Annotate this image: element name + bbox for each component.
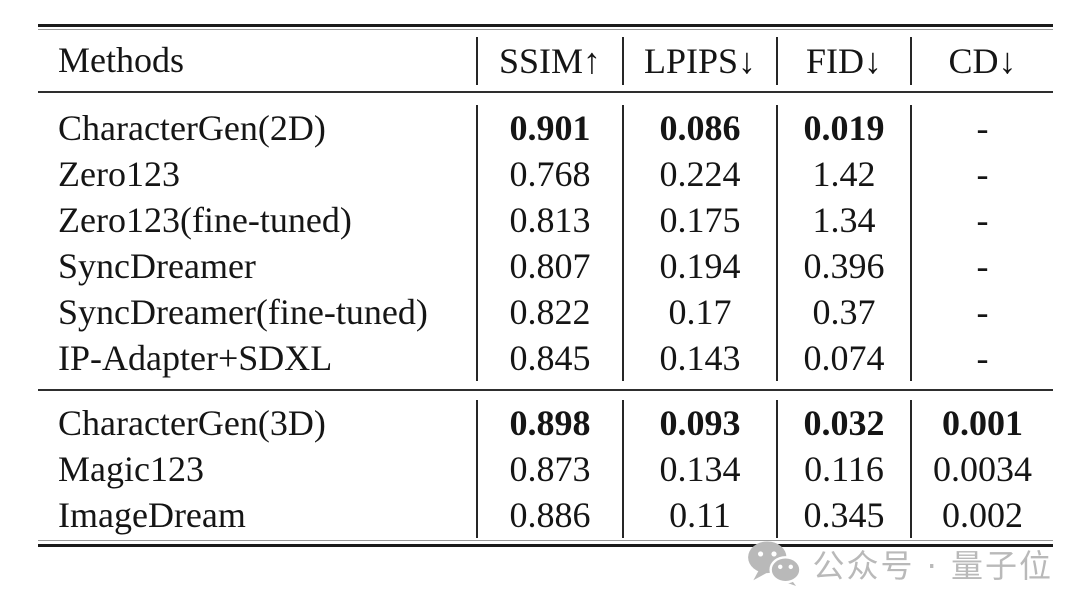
table-row: IP-Adapter+SDXL 0.845 0.143 0.074- [38, 335, 1053, 381]
table-row: CharacterGen(2D) 0.901 0.086 0.019- [38, 105, 1053, 151]
table-section-3d-methods: CharacterGen(3D) 0.898 0.093 0.032 0.001 Magi… [38, 391, 1053, 540]
table-header-row: Methods SSIM↑ LPIPS↓ FID↓ CD↓ [38, 30, 1053, 91]
watermark: 公众号 · 量子位 [747, 540, 1053, 587]
method-cell: CharacterGen(2D) [58, 108, 326, 148]
value-cell: 0.086 [622, 105, 776, 151]
value-cell: 0.134 [622, 446, 776, 492]
method-cell: CharacterGen(3D) [58, 403, 326, 443]
table-row: CharacterGen(3D) 0.898 0.093 0.032 0.001 [38, 400, 1053, 446]
wechat-icon [748, 541, 802, 587]
value-cell: 0.116 [776, 446, 910, 492]
value-cell: 0.032 [776, 400, 910, 446]
value-cell: 0.845 [476, 335, 622, 381]
value-cell: 0.822 [476, 289, 622, 335]
value-cell: - [910, 197, 1053, 243]
value-cell: 0.194 [622, 243, 776, 289]
table-row: ImageDream 0.886 0.11 0.345 0.002 [38, 492, 1053, 538]
value-cell: 1.42 [776, 151, 910, 197]
value-cell: 0.901 [476, 105, 622, 151]
value-cell: 0.002 [910, 492, 1053, 538]
table-row: Zero123(fine-tuned) 0.813 0.175 1.34- [38, 197, 1053, 243]
table-bottom-rule [38, 540, 1053, 547]
value-cell: 0.37 [776, 289, 910, 335]
value-cell: 0.17 [622, 289, 776, 335]
value-cell: 0.886 [476, 492, 622, 538]
method-cell: IP-Adapter+SDXL [58, 338, 333, 378]
method-cell: SyncDreamer(fine-tuned) [58, 292, 428, 332]
value-cell: - [910, 243, 1053, 289]
method-cell: SyncDreamer [58, 246, 256, 286]
value-cell: 0.175 [622, 197, 776, 243]
value-cell: - [910, 151, 1053, 197]
value-cell: 0.074 [776, 335, 910, 381]
table-row: Magic123 0.873 0.134 0.116 0.0034 [38, 446, 1053, 492]
table-section-2d-methods: CharacterGen(2D) 0.901 0.086 0.019- Zero123 0… [38, 93, 1053, 389]
column-header-lpips: LPIPS↓ [622, 36, 776, 85]
value-cell: 0.813 [476, 197, 622, 243]
method-cell: Zero123(fine-tuned) [58, 200, 352, 240]
method-cell: Zero123 [58, 154, 180, 194]
value-cell: - [910, 105, 1053, 151]
column-header-fid: FID↓ [776, 36, 910, 85]
value-cell: 0.768 [476, 151, 622, 197]
column-header-methods: Methods [58, 40, 184, 80]
value-cell: 0.898 [476, 400, 622, 446]
method-cell: Magic123 [58, 449, 204, 489]
watermark-text: 公众号 · 量子位 [812, 546, 1053, 585]
method-cell: ImageDream [58, 495, 246, 535]
table-top-rule [38, 24, 1053, 30]
table-row: Zero123 0.768 0.224 1.42- [38, 151, 1053, 197]
value-cell: 0.224 [622, 151, 776, 197]
value-cell: 0.001 [910, 400, 1053, 446]
results-table: Methods SSIM↑ LPIPS↓ FID↓ CD↓ CharacterG… [38, 24, 1053, 547]
value-cell: - [910, 335, 1053, 381]
value-cell: 0.396 [776, 243, 910, 289]
table-row: SyncDreamer 0.807 0.194 0.396- [38, 243, 1053, 289]
value-cell: 0.143 [622, 335, 776, 381]
value-cell: - [910, 289, 1053, 335]
value-cell: 0.11 [622, 492, 776, 538]
table-row: SyncDreamer(fine-tuned) 0.822 0.17 0.37- [38, 289, 1053, 335]
value-cell: 0.807 [476, 243, 622, 289]
column-header-ssim: SSIM↑ [476, 36, 622, 85]
value-cell: 0.0034 [910, 446, 1053, 492]
header-separator-rule [38, 91, 1053, 93]
value-cell: 0.019 [776, 105, 910, 151]
value-cell: 0.345 [776, 492, 910, 538]
section-separator-rule [38, 389, 1053, 391]
value-cell: 0.093 [622, 400, 776, 446]
column-header-cd: CD↓ [910, 36, 1053, 85]
value-cell: 0.873 [476, 446, 622, 492]
value-cell: 1.34 [776, 197, 910, 243]
